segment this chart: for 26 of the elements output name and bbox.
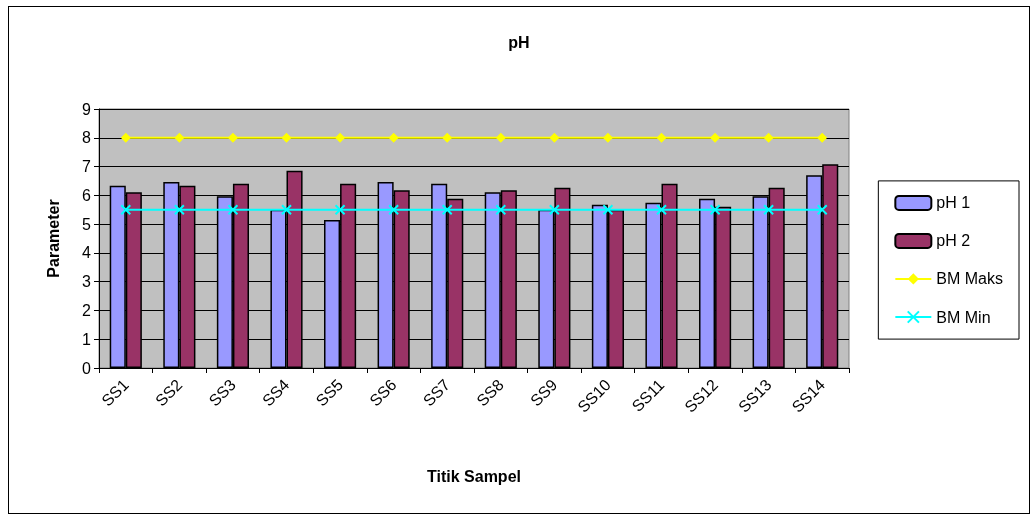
x-tick-label: SS5 xyxy=(312,375,347,410)
legend-label: pH 2 xyxy=(936,232,971,250)
y-tick-label: 4 xyxy=(82,244,92,262)
legend-label: BM Maks xyxy=(936,270,1003,288)
y-tick-label: 8 xyxy=(82,129,92,147)
x-tick-label: SS4 xyxy=(259,375,293,410)
x-tick-label: SS3 xyxy=(205,375,240,410)
x-tick-label: SS8 xyxy=(473,375,507,410)
y-tick-label: 0 xyxy=(82,359,92,377)
x-tick-label: SS1 xyxy=(98,375,132,410)
x-axis-title: Titik Sampel xyxy=(427,467,521,485)
y-axis-title: Parameter xyxy=(44,199,62,278)
y-tick-label: 9 xyxy=(82,100,92,118)
y-tick-label: 6 xyxy=(82,186,92,204)
x-tick-label: SS6 xyxy=(366,375,400,410)
legend-label: BM Min xyxy=(936,308,991,326)
legend-label: pH 1 xyxy=(936,194,971,212)
y-tick-label: 5 xyxy=(82,215,92,233)
chart-title: pH xyxy=(508,33,530,51)
y-tick-label: 7 xyxy=(82,158,92,176)
y-tick-label: 2 xyxy=(82,301,92,319)
x-tick-label: SS2 xyxy=(151,375,186,410)
y-tick-label: 3 xyxy=(82,273,92,291)
x-tick-label: SS9 xyxy=(526,375,561,410)
y-tick-label: 1 xyxy=(82,330,92,348)
x-tick-label: SS7 xyxy=(419,375,454,410)
